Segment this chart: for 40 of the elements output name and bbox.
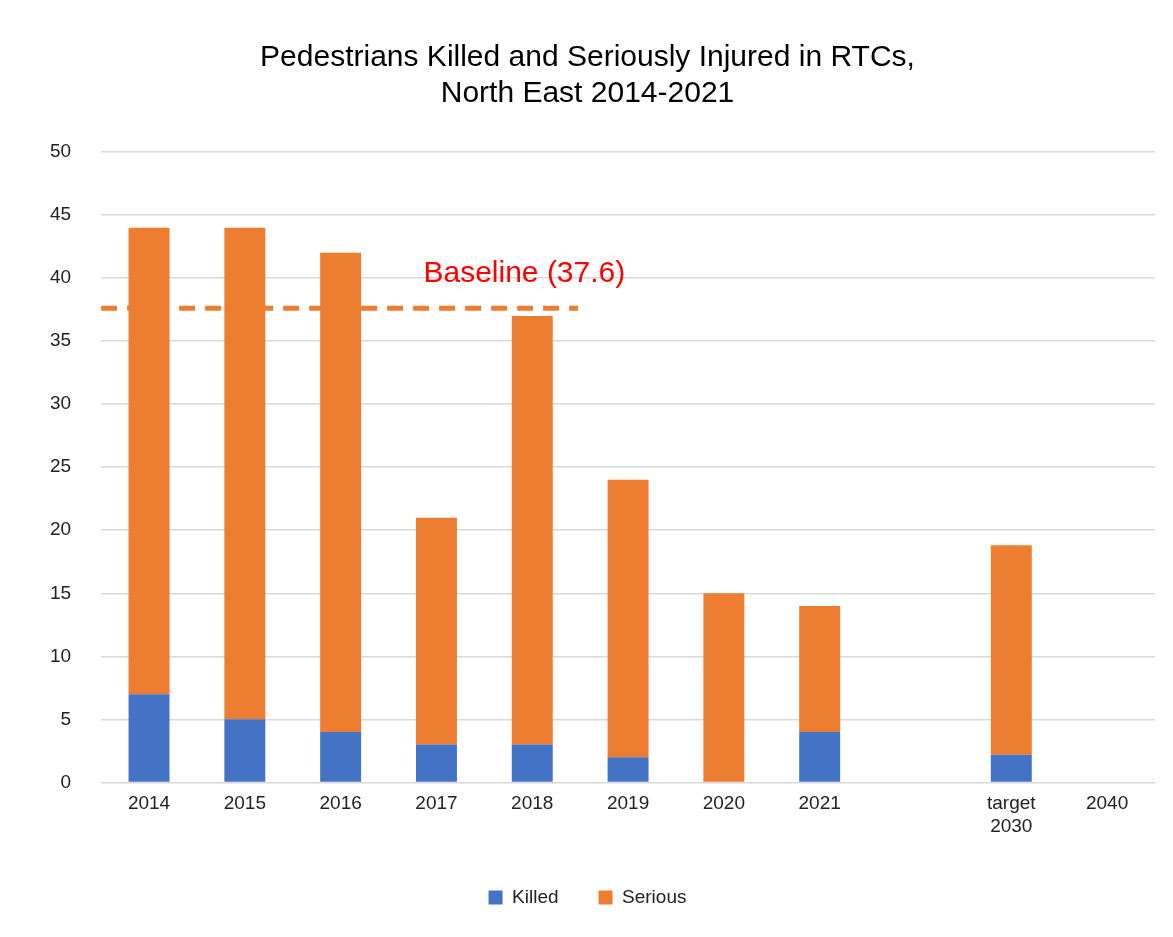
bar [990, 545, 1032, 755]
legend-label: Serious [622, 885, 687, 907]
x-tick-label: target 2030 [986, 792, 1037, 836]
x-tick-label: 2021 [798, 792, 841, 814]
y-tick-label: 30 [49, 392, 72, 414]
bar [415, 517, 457, 745]
x-tick-label: 2018 [511, 792, 554, 814]
y-tick-label: 25 [49, 455, 72, 477]
bar [990, 754, 1032, 782]
bar [224, 719, 266, 782]
text: North East 2014-2021 [440, 75, 735, 109]
y-tick-label: 10 [49, 644, 72, 666]
bar [320, 731, 362, 782]
y-tick-label: 0 [60, 770, 72, 792]
bar [607, 479, 649, 758]
bar [511, 315, 553, 745]
x-tick-label: 2017 [415, 792, 458, 814]
y-tick-label: 45 [49, 203, 72, 225]
bar [799, 605, 841, 732]
y-tick-label: 20 [49, 518, 72, 540]
y-tick-label: 50 [49, 140, 72, 162]
x-tick-label: 2040 [1085, 792, 1129, 814]
y-tick-label: 40 [49, 266, 72, 288]
y-tick-label: 35 [49, 329, 72, 351]
bar [415, 744, 457, 782]
x-tick-label: 2020 [702, 792, 746, 814]
ref-line-label: Baseline (37.6) [423, 254, 626, 288]
bar [128, 694, 170, 782]
bar [511, 744, 553, 782]
bar [607, 757, 649, 782]
bar [703, 593, 745, 782]
text: Pedestrians Killed and Seriously Injured in RTCs, [260, 39, 915, 73]
x-tick-label: 2016 [319, 792, 362, 814]
x-tick-label: 2019 [606, 792, 650, 814]
y-tick-label: 5 [60, 707, 72, 729]
y-tick-label: 15 [49, 581, 72, 603]
legend-label: Killed [512, 885, 559, 907]
bar [799, 731, 841, 782]
x-tick-label: 2015 [223, 792, 266, 814]
x-tick-label: 2014 [127, 792, 171, 814]
